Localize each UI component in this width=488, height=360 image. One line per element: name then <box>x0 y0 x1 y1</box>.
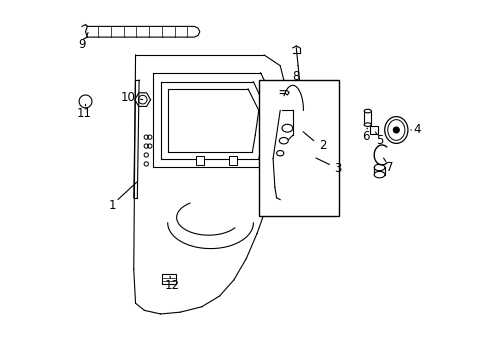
Bar <box>228 156 237 165</box>
Text: 4: 4 <box>413 123 420 136</box>
Ellipse shape <box>387 120 404 140</box>
Text: 7: 7 <box>386 161 393 174</box>
Bar <box>162 274 176 284</box>
Text: 6: 6 <box>362 130 369 143</box>
Bar <box>263 94 271 102</box>
Text: 9: 9 <box>79 39 86 51</box>
Text: 1: 1 <box>108 198 116 212</box>
Text: 3: 3 <box>334 162 341 175</box>
Ellipse shape <box>373 171 384 178</box>
Text: 2: 2 <box>319 139 326 152</box>
Ellipse shape <box>282 124 292 132</box>
Ellipse shape <box>364 123 370 126</box>
Circle shape <box>393 127 398 133</box>
Bar <box>364 111 370 125</box>
Bar <box>195 156 203 165</box>
Ellipse shape <box>384 117 407 143</box>
Bar <box>263 156 271 165</box>
Text: 5: 5 <box>375 134 383 147</box>
Text: 8: 8 <box>291 70 299 83</box>
Ellipse shape <box>279 138 287 144</box>
Bar <box>258 80 339 216</box>
Text: 11: 11 <box>76 107 91 120</box>
Bar <box>263 122 271 131</box>
Bar <box>369 126 377 134</box>
Ellipse shape <box>364 109 370 113</box>
Text: 12: 12 <box>164 279 180 292</box>
Ellipse shape <box>373 164 384 171</box>
Ellipse shape <box>276 150 283 156</box>
Text: 10: 10 <box>121 91 136 104</box>
